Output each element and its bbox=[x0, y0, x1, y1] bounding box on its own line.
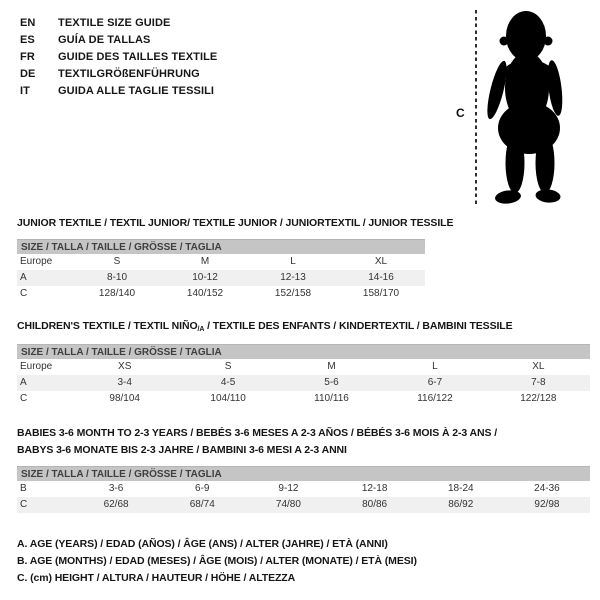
babies-table-title: BABIES 3-6 MONTH TO 2-3 YEARS / BEBÉS 3-… bbox=[17, 425, 592, 458]
row-label: C bbox=[20, 288, 28, 299]
children-title-pre: CHILDREN'S TEXTILE / TEXTIL NIÑO bbox=[17, 320, 198, 332]
language-code: ES bbox=[20, 34, 35, 46]
junior-size-table: SIZE / TALLA / TAILLE / GRÖSSE / TAGLIA … bbox=[17, 239, 425, 302]
language-row: FR GUIDE DES TAILLES TEXTILE bbox=[20, 49, 217, 66]
language-title-list: EN TEXTILE SIZE GUIDE ES GUÍA DE TALLAS … bbox=[20, 15, 217, 100]
size-header-bar: SIZE / TALLA / TAILLE / GRÖSSE / TAGLIA bbox=[17, 466, 590, 481]
table-cell: L bbox=[290, 256, 296, 267]
table-cell: XL bbox=[374, 256, 388, 267]
baby-silhouette-icon bbox=[487, 11, 563, 204]
guide-title: GUÍA DE TALLAS bbox=[58, 34, 151, 46]
table-cell: 98/104 bbox=[109, 393, 140, 404]
table-rows: Europe S M L XL A 8-10 10-12 12-13 14-16 C 128/140 1… bbox=[17, 254, 425, 302]
table-cell: S bbox=[224, 361, 232, 372]
language-code: FR bbox=[20, 51, 35, 63]
table-cell: 62/68 bbox=[103, 499, 129, 510]
table-cell: 80/86 bbox=[362, 499, 388, 510]
table-row: Europe XS S M L XL bbox=[17, 359, 590, 375]
table-row: C 128/140 140/152 152/158 158/170 bbox=[17, 286, 425, 302]
table-row: Europe S M L XL bbox=[17, 254, 425, 270]
table-cell: M bbox=[200, 256, 210, 267]
legend-line-a: A. AGE (YEARS) / EDAD (AÑOS) / ÂGE (ANS)… bbox=[17, 538, 388, 550]
table-cell: 104/110 bbox=[210, 393, 246, 404]
row-label: A bbox=[20, 272, 27, 283]
table-rows: Europe XS S M L XL A 3-4 4-5 5-6 6-7 7-8 C 98/104 104/… bbox=[17, 359, 590, 407]
language-code: DE bbox=[20, 68, 36, 80]
table-cell: 8-10 bbox=[106, 272, 127, 283]
table-cell: L bbox=[432, 361, 438, 372]
table-cell: 3-6 bbox=[108, 483, 124, 494]
table-cell: 12-13 bbox=[280, 272, 306, 283]
children-size-table: SIZE / TALLA / TAILLE / GRÖSSE / TAGLIA … bbox=[17, 344, 590, 407]
table-cell: 10-12 bbox=[192, 272, 218, 283]
guide-title: TEXTILE SIZE GUIDE bbox=[58, 17, 171, 29]
table-cell: 7-8 bbox=[531, 377, 546, 388]
table-cell: 24-36 bbox=[534, 483, 560, 494]
table-cell: 116/122 bbox=[417, 393, 453, 404]
row-label: C bbox=[20, 393, 28, 404]
guide-title: GUIDE DES TAILLES TEXTILE bbox=[58, 51, 218, 63]
table-cell: 128/140 bbox=[98, 288, 136, 299]
junior-table-title: JUNIOR TEXTILE / TEXTIL JUNIOR/ TEXTILE … bbox=[17, 217, 454, 229]
table-row: A 3-4 4-5 5-6 6-7 7-8 bbox=[17, 375, 590, 391]
table-cell: XS bbox=[118, 361, 132, 372]
legend-line-b: B. AGE (MONTHS) / EDAD (MESES) / ÂGE (MO… bbox=[17, 555, 417, 567]
language-row: DE TEXTILGRÖßENFÜHRUNG bbox=[20, 66, 217, 83]
height-dashed-line bbox=[475, 10, 477, 205]
table-cell: 6-7 bbox=[427, 377, 443, 388]
row-label: Europe bbox=[20, 361, 53, 372]
row-label: A bbox=[20, 377, 27, 388]
table-row: B 3-6 6-9 9-12 12-18 18-24 24-36 bbox=[17, 481, 590, 497]
table-cell: 92/98 bbox=[534, 499, 560, 510]
table-cell: 6-9 bbox=[195, 483, 210, 494]
table-cell: 110/116 bbox=[314, 393, 349, 404]
language-code: IT bbox=[20, 85, 30, 97]
table-cell: S bbox=[113, 256, 121, 267]
language-row: IT GUIDA ALLE TAGLIE TESSILI bbox=[20, 83, 217, 100]
table-cell: M bbox=[327, 361, 336, 372]
table-cell: 86/92 bbox=[448, 499, 474, 510]
children-title-post: / TEXTILE DES ENFANTS / KINDERTEXTIL / B… bbox=[204, 320, 513, 332]
table-cell: 12-18 bbox=[361, 483, 388, 494]
row-label: Europe bbox=[20, 256, 53, 267]
table-cell: 14-16 bbox=[368, 272, 394, 283]
children-title-subscript: /A bbox=[197, 326, 205, 333]
table-row: C 62/68 68/74 74/80 80/86 86/92 92/98 bbox=[17, 497, 590, 513]
guide-title: TEXTILGRÖßENFÜHRUNG bbox=[58, 68, 200, 80]
guide-title: GUIDA ALLE TAGLIE TESSILI bbox=[58, 85, 215, 97]
row-label: C bbox=[20, 499, 28, 510]
table-cell: 74/80 bbox=[275, 499, 301, 510]
table-cell: XL bbox=[532, 361, 545, 372]
table-rows: B 3-6 6-9 9-12 12-18 18-24 24-36 C 62/68 68/74 74/… bbox=[17, 481, 590, 513]
table-cell: 158/170 bbox=[362, 288, 400, 299]
size-header-bar: SIZE / TALLA / TAILLE / GRÖSSE / TAGLIA bbox=[17, 239, 425, 254]
table-cell: 122/128 bbox=[520, 393, 557, 404]
measurement-legend: A. AGE (YEARS) / EDAD (AÑOS) / ÂGE (ANS)… bbox=[17, 536, 417, 587]
language-row: ES GUÍA DE TALLAS bbox=[20, 32, 217, 49]
children-table-title: CHILDREN'S TEXTILE / TEXTIL NIÑO/A / TEX… bbox=[17, 320, 513, 336]
height-measure-label: C bbox=[456, 106, 465, 120]
table-cell: 68/74 bbox=[189, 499, 215, 510]
table-row: A 8-10 10-12 12-13 14-16 bbox=[17, 270, 425, 286]
table-cell: 5-6 bbox=[324, 377, 339, 388]
legend-line-c: C. (cm) HEIGHT / ALTURA / HAUTEUR / HÖHE… bbox=[17, 572, 296, 584]
row-label: B bbox=[20, 483, 27, 494]
table-row: C 98/104 104/110 110/116 116/122 122/128 bbox=[17, 391, 590, 407]
babies-title-line1: BABIES 3-6 MONTH TO 2-3 YEARS / BEBÉS 3-… bbox=[17, 427, 498, 439]
language-row: EN TEXTILE SIZE GUIDE bbox=[20, 15, 217, 32]
table-cell: 140/152 bbox=[186, 288, 224, 299]
babies-size-table: SIZE / TALLA / TAILLE / GRÖSSE / TAGLIA … bbox=[17, 466, 590, 513]
table-cell: 9-12 bbox=[278, 483, 299, 494]
table-cell: 4-5 bbox=[220, 377, 236, 388]
size-header-bar: SIZE / TALLA / TAILLE / GRÖSSE / TAGLIA bbox=[17, 344, 590, 359]
table-cell: 18-24 bbox=[447, 483, 474, 494]
table-cell: 152/158 bbox=[274, 288, 312, 299]
table-cell: 3-4 bbox=[117, 377, 132, 388]
babies-title-line2: BABYS 3-6 MONATE BIS 2-3 JAHRE / BAMBINI… bbox=[17, 443, 347, 456]
language-code: EN bbox=[20, 17, 36, 29]
